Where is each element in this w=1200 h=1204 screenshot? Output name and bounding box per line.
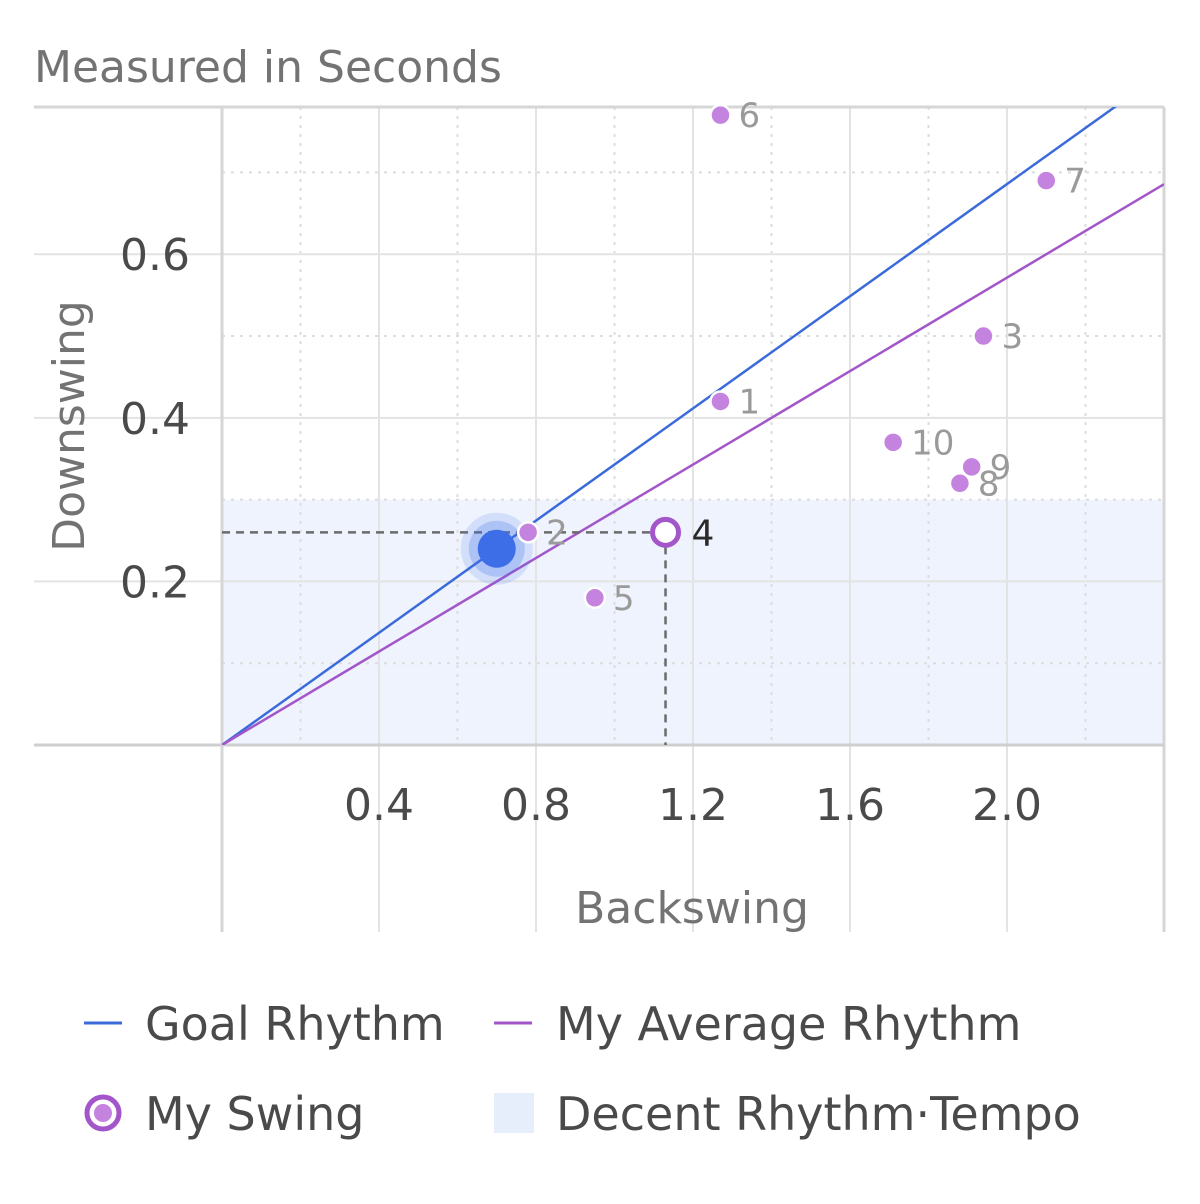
swing-point-group: 8: [948, 464, 1000, 504]
swing-point: [709, 103, 732, 127]
plot-area: 0.4 0.8 1.2 1.6 2.0 0.2 0.4 0.6 1 2 3 5 6 7 89 10 4: [34, 96, 1166, 932]
legend-box-swatch: [494, 1093, 534, 1133]
x-tick-label: 1.6: [815, 780, 885, 831]
swing-point-group: 1: [709, 382, 760, 422]
swing-point-group: 5: [583, 579, 635, 619]
my-swing-label: 4: [692, 513, 715, 554]
swing-point-group: 9: [960, 448, 1012, 488]
goal-rhythm-line: [222, 107, 1117, 745]
swing-point-label: 10: [911, 423, 954, 463]
average-rhythm-line: [222, 183, 1164, 745]
swing-point: [583, 586, 607, 610]
x-tick-label: 0.4: [344, 780, 414, 831]
swing-point-label: 1: [738, 382, 760, 422]
x-tick-label: 2.0: [972, 780, 1042, 831]
legend-item: Goal Rhythm: [84, 997, 445, 1051]
swing-point: [516, 521, 540, 544]
swing-point-label: 9: [990, 448, 1012, 488]
swing-point-label: 8: [978, 464, 1000, 504]
y-tick-label: 0.2: [120, 557, 190, 608]
swing-point: [709, 390, 732, 413]
legend-item: Decent Rhythm·Tempo: [494, 1087, 1081, 1141]
legend: Goal Rhythm My Average Rhythm My Swing Dece…: [84, 997, 1081, 1141]
x-axis-label: Backswing: [575, 883, 809, 934]
y-tick-label: 0.6: [120, 230, 190, 281]
swing-point: [972, 324, 995, 348]
legend-label: My Average Rhythm: [556, 997, 1021, 1051]
swing-point-label: 6: [738, 96, 760, 136]
swing-point-label: 3: [1001, 317, 1023, 357]
legend-label: My Swing: [145, 1087, 365, 1141]
swing-point-label: 7: [1064, 162, 1086, 202]
swing-point-label: 2: [546, 513, 568, 553]
swing-point: [948, 472, 972, 495]
swing-point-group: 3: [972, 317, 1023, 357]
swing-point-label: 5: [613, 579, 635, 619]
swing-point: [960, 455, 983, 479]
legend-label: Goal Rhythm: [145, 997, 445, 1051]
y-axis-label: Downswing: [44, 300, 95, 552]
y-tick-label: 0.4: [120, 394, 190, 445]
swing-point-group: 7: [1035, 162, 1086, 202]
swing-point-group: 2: [516, 513, 568, 553]
legend-item: My Swing: [84, 1087, 365, 1141]
swing-point: [881, 431, 905, 454]
x-tick-label: 0.8: [501, 780, 571, 831]
my-swing-marker: [650, 516, 682, 548]
goal-marker: [477, 529, 516, 568]
chart-title: Measured in Seconds: [34, 42, 502, 93]
swing-point-group: 10: [881, 423, 954, 463]
legend-item: My Average Rhythm: [494, 997, 1021, 1051]
swing-point: [1035, 169, 1058, 192]
swing-point-group: 6: [709, 96, 760, 136]
legend-ring-inner: [94, 1104, 112, 1122]
legend-label: Decent Rhythm·Tempo: [556, 1087, 1081, 1141]
x-tick-label: 1.2: [658, 780, 728, 831]
